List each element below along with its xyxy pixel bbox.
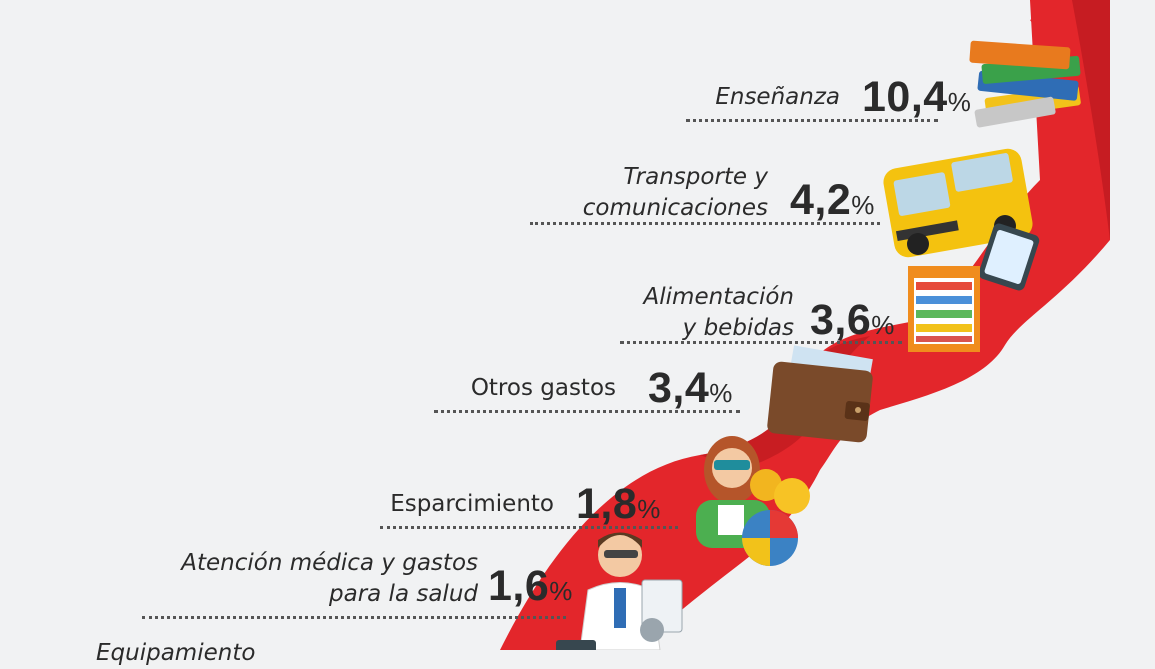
- books-icon: [969, 40, 1081, 128]
- label-alimentacion: Alimentación y bebidas: [643, 284, 794, 341]
- divider-otros: [434, 410, 740, 413]
- divider-salud: [142, 616, 566, 619]
- divider-ensenanza: [686, 119, 938, 122]
- label-equipamiento: Equipamiento: [96, 640, 256, 666]
- arrow-ribbon: [500, 0, 1110, 650]
- value-transporte: 4,2%: [790, 176, 875, 224]
- label-otros: Otros gastos: [470, 375, 616, 401]
- wallet-icon: [767, 345, 873, 443]
- grocery-shelf-icon: [908, 266, 980, 352]
- value-salud: 1,6%: [488, 562, 573, 610]
- phone-icon: [978, 223, 1040, 291]
- label-ensenanza: Enseñanza: [715, 84, 840, 110]
- label-transporte: Transporte y comunicaciones: [582, 164, 768, 221]
- cinema-woman-icon: [696, 436, 810, 566]
- arrow-head-shade: [1072, 0, 1110, 240]
- value-ensenanza: 10,4%: [862, 73, 972, 121]
- divider-alimentacion: [620, 341, 902, 344]
- divider-esparcimiento: [380, 526, 678, 529]
- divider-transporte: [530, 222, 880, 225]
- value-esparcimiento: 1,8%: [576, 480, 661, 528]
- doctor-icon: [579, 532, 683, 650]
- value-otros: 3,4%: [648, 364, 733, 412]
- rising-arrow: [500, 0, 1110, 650]
- label-esparcimiento: Esparcimiento: [390, 491, 554, 517]
- value-alimentacion: 3,6%: [810, 296, 895, 344]
- tablet-icon: [556, 640, 596, 650]
- label-salud: Atención médica y gastos para la salud: [181, 550, 478, 607]
